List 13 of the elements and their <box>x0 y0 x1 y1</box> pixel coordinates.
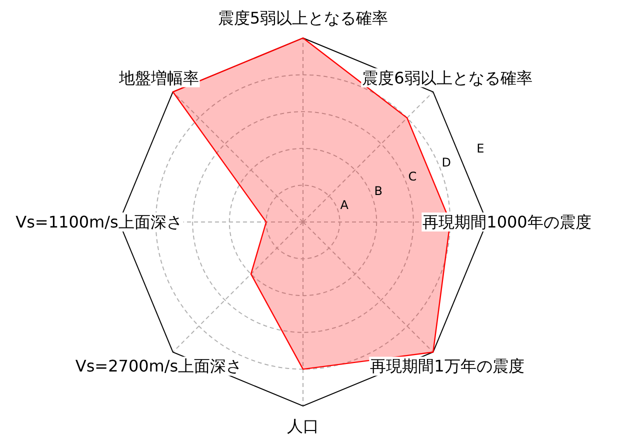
spoke-label: Vs=2700m/s上面深さ <box>75 356 242 376</box>
spoke-label: 震度5弱以上となる確率 <box>218 8 388 28</box>
spoke-label: 再現期間1万年の震度 <box>370 356 524 376</box>
y-tick-label: D <box>442 156 452 170</box>
y-tick-label: B <box>374 184 383 198</box>
spoke-label: Vs=1100m/s上面深さ <box>16 212 182 232</box>
y-tick-label: C <box>408 170 417 184</box>
spoke-label: 地盤増幅率 <box>118 68 199 88</box>
spoke-label: 再現期間1000年の震度 <box>422 212 592 232</box>
y-tick-label: E <box>476 142 484 156</box>
spoke-label: 人口 <box>287 416 319 436</box>
y-tick-label: A <box>340 198 350 212</box>
spoke-label: 震度6弱以上となる確率 <box>362 68 532 88</box>
